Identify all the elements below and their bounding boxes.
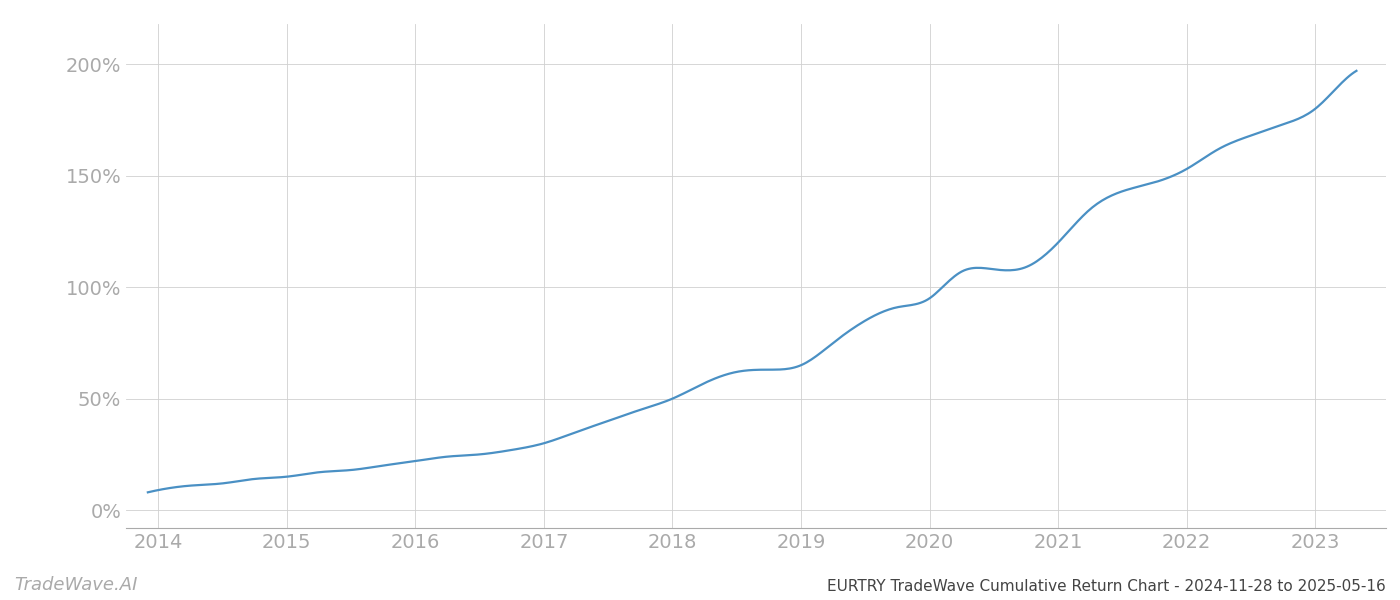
Text: EURTRY TradeWave Cumulative Return Chart - 2024-11-28 to 2025-05-16: EURTRY TradeWave Cumulative Return Chart…: [827, 579, 1386, 594]
Text: TradeWave.AI: TradeWave.AI: [14, 576, 137, 594]
